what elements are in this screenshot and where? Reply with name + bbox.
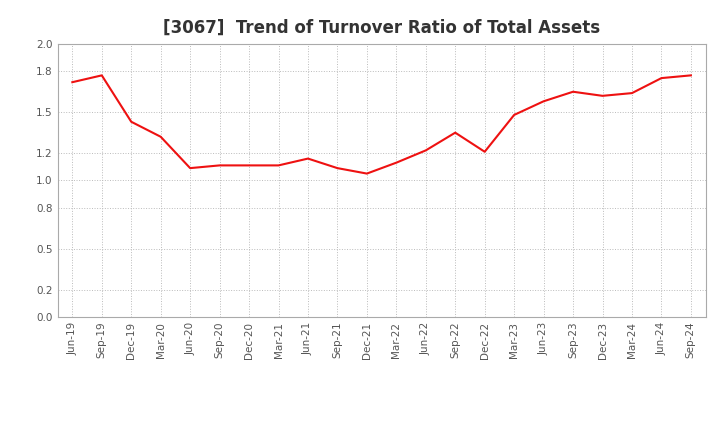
Title: [3067]  Trend of Turnover Ratio of Total Assets: [3067] Trend of Turnover Ratio of Total … bbox=[163, 19, 600, 37]
